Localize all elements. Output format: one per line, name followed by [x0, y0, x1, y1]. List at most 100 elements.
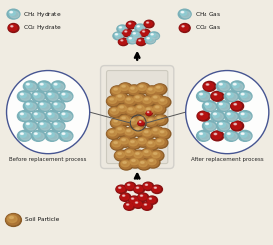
Ellipse shape: [119, 39, 127, 44]
Ellipse shape: [233, 84, 236, 85]
Ellipse shape: [154, 115, 168, 125]
Ellipse shape: [113, 32, 124, 40]
Ellipse shape: [161, 131, 164, 133]
Ellipse shape: [149, 119, 152, 121]
Text: CH$_4$ Gas: CH$_4$ Gas: [195, 10, 221, 19]
Ellipse shape: [151, 151, 162, 160]
Ellipse shape: [112, 141, 120, 147]
Ellipse shape: [106, 128, 120, 139]
Ellipse shape: [128, 157, 142, 168]
Ellipse shape: [204, 122, 212, 127]
Ellipse shape: [20, 133, 23, 135]
Ellipse shape: [138, 85, 146, 91]
Ellipse shape: [137, 159, 151, 170]
Ellipse shape: [126, 183, 134, 189]
Ellipse shape: [116, 185, 127, 194]
Ellipse shape: [146, 86, 158, 96]
Ellipse shape: [62, 113, 72, 120]
Ellipse shape: [129, 158, 141, 167]
Ellipse shape: [241, 113, 244, 115]
Ellipse shape: [181, 12, 184, 13]
Ellipse shape: [216, 121, 230, 131]
Ellipse shape: [141, 148, 155, 159]
Ellipse shape: [154, 85, 165, 94]
Ellipse shape: [20, 113, 23, 115]
Ellipse shape: [125, 203, 133, 209]
Ellipse shape: [134, 127, 142, 133]
Ellipse shape: [53, 122, 60, 127]
Ellipse shape: [219, 84, 222, 85]
Ellipse shape: [120, 116, 128, 122]
Ellipse shape: [138, 194, 147, 200]
Ellipse shape: [45, 130, 59, 141]
Ellipse shape: [149, 88, 152, 90]
Ellipse shape: [204, 103, 212, 108]
Ellipse shape: [147, 141, 155, 147]
Ellipse shape: [219, 123, 222, 124]
Ellipse shape: [141, 195, 143, 196]
Ellipse shape: [17, 111, 31, 122]
Ellipse shape: [23, 101, 37, 112]
Ellipse shape: [118, 115, 132, 125]
Ellipse shape: [234, 104, 236, 105]
Ellipse shape: [136, 105, 144, 111]
Ellipse shape: [145, 117, 159, 127]
FancyBboxPatch shape: [100, 66, 174, 169]
Ellipse shape: [136, 136, 150, 147]
Ellipse shape: [31, 111, 45, 122]
Ellipse shape: [240, 93, 247, 98]
Ellipse shape: [5, 214, 21, 226]
Ellipse shape: [132, 198, 133, 199]
Ellipse shape: [210, 111, 224, 122]
Ellipse shape: [26, 103, 36, 110]
Ellipse shape: [233, 83, 243, 90]
Ellipse shape: [146, 184, 147, 185]
Ellipse shape: [140, 29, 150, 37]
Ellipse shape: [23, 121, 37, 131]
Ellipse shape: [206, 103, 215, 110]
Ellipse shape: [232, 102, 241, 109]
Ellipse shape: [122, 139, 125, 141]
Text: After replacement process: After replacement process: [191, 157, 263, 162]
Ellipse shape: [134, 104, 148, 115]
Text: CO$_2$ Hydrate: CO$_2$ Hydrate: [23, 24, 62, 33]
Ellipse shape: [118, 95, 121, 97]
Ellipse shape: [151, 127, 162, 136]
Ellipse shape: [147, 196, 158, 204]
Ellipse shape: [150, 94, 164, 105]
Ellipse shape: [125, 150, 133, 156]
Ellipse shape: [17, 91, 31, 102]
Ellipse shape: [127, 107, 135, 113]
Ellipse shape: [155, 86, 163, 92]
Ellipse shape: [226, 112, 233, 117]
Ellipse shape: [34, 133, 44, 140]
Ellipse shape: [62, 133, 72, 140]
Ellipse shape: [40, 83, 50, 90]
Ellipse shape: [136, 25, 142, 29]
Ellipse shape: [153, 84, 167, 95]
Ellipse shape: [108, 130, 117, 136]
Ellipse shape: [151, 34, 159, 39]
Ellipse shape: [129, 140, 137, 146]
Ellipse shape: [152, 185, 162, 194]
Ellipse shape: [118, 153, 121, 154]
Ellipse shape: [154, 105, 162, 111]
Ellipse shape: [118, 128, 121, 130]
Ellipse shape: [23, 81, 37, 92]
Ellipse shape: [118, 26, 124, 30]
Ellipse shape: [132, 125, 146, 136]
Ellipse shape: [146, 140, 158, 149]
Ellipse shape: [144, 106, 156, 115]
Ellipse shape: [48, 113, 58, 120]
Ellipse shape: [129, 23, 131, 24]
Ellipse shape: [182, 26, 184, 27]
Ellipse shape: [238, 91, 252, 102]
Ellipse shape: [152, 186, 161, 192]
Ellipse shape: [197, 91, 210, 102]
Ellipse shape: [123, 148, 137, 159]
Ellipse shape: [138, 121, 143, 125]
Ellipse shape: [240, 132, 247, 137]
Ellipse shape: [34, 133, 37, 135]
Ellipse shape: [135, 24, 146, 32]
Ellipse shape: [211, 131, 224, 141]
